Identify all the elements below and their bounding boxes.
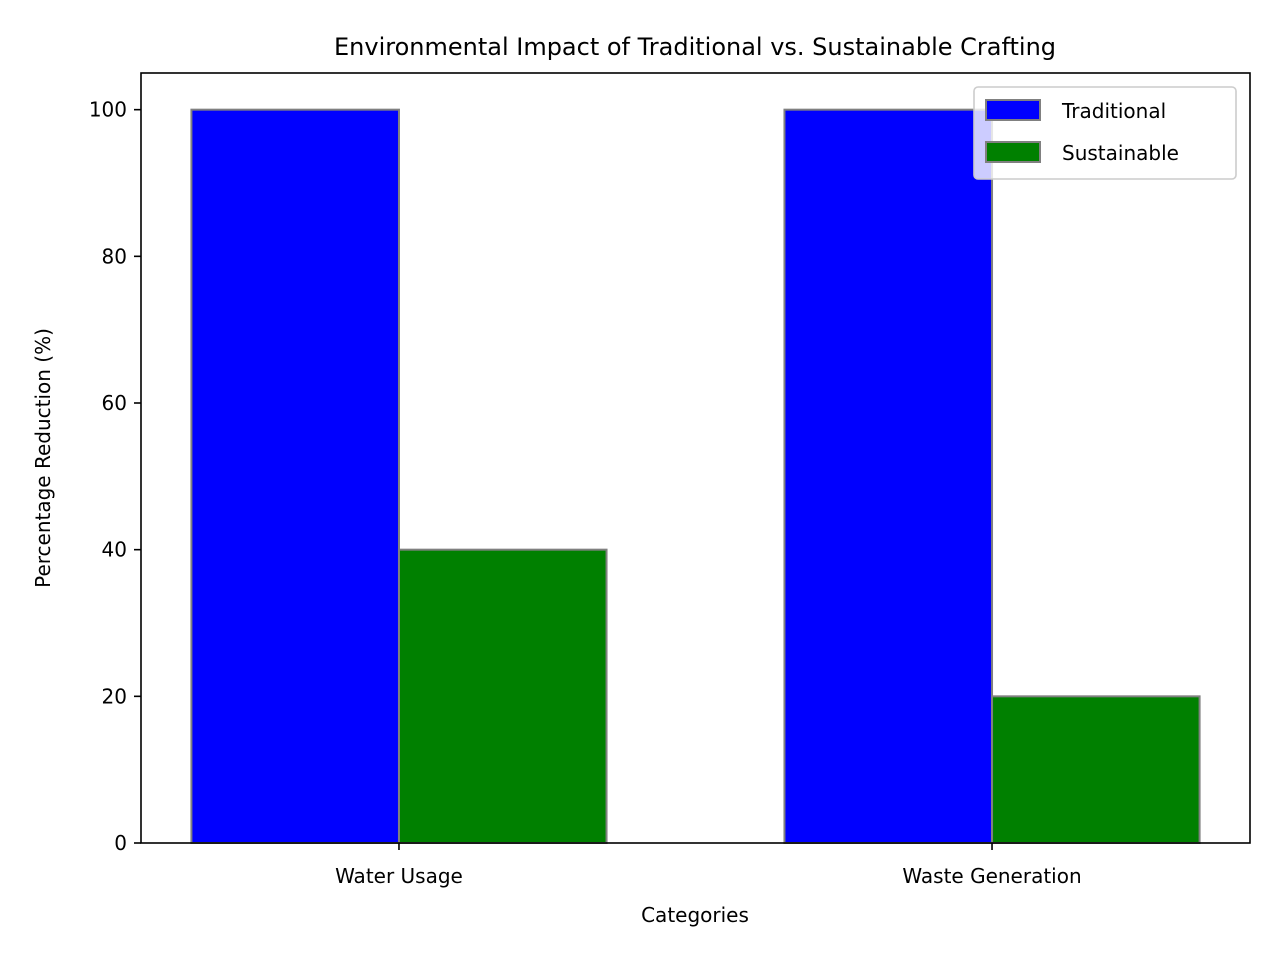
y-tick-label: 20 bbox=[102, 684, 127, 708]
x-axis-ticks: Water Usage Waste Generation bbox=[335, 843, 1082, 888]
y-axis-ticks: 0 20 40 60 80 100 bbox=[89, 98, 141, 855]
x-axis-label: Categories bbox=[641, 903, 749, 927]
y-tick-label: 100 bbox=[89, 98, 127, 122]
legend-items: Traditional Sustainable bbox=[985, 99, 1179, 165]
bar-traditional-water-usage bbox=[190, 108, 400, 844]
bars-layer bbox=[190, 108, 1201, 845]
x-tick-label: Water Usage bbox=[335, 864, 463, 888]
y-tick-label: 0 bbox=[114, 831, 127, 855]
bar-sustainable-water-usage bbox=[397, 548, 608, 845]
x-tick-label: Waste Generation bbox=[902, 864, 1081, 888]
legend-label-traditional: Traditional bbox=[1061, 99, 1166, 123]
bar-traditional-waste-generation bbox=[783, 108, 994, 844]
y-tick-label: 40 bbox=[102, 538, 127, 562]
y-tick-label: 60 bbox=[102, 391, 127, 415]
plot-frame bbox=[140, 72, 1251, 844]
legend-swatch-sustainable bbox=[985, 141, 1041, 163]
y-axis-label: Percentage Reduction (%) bbox=[31, 328, 55, 588]
legend-label-sustainable: Sustainable bbox=[1062, 141, 1179, 165]
chart-title: Environmental Impact of Traditional vs. … bbox=[334, 33, 1056, 61]
legend: Traditional Sustainable bbox=[973, 86, 1237, 180]
legend-swatch-traditional bbox=[985, 99, 1041, 121]
y-tick-label: 80 bbox=[102, 244, 127, 268]
bar-sustainable-waste-generation bbox=[991, 695, 1201, 844]
